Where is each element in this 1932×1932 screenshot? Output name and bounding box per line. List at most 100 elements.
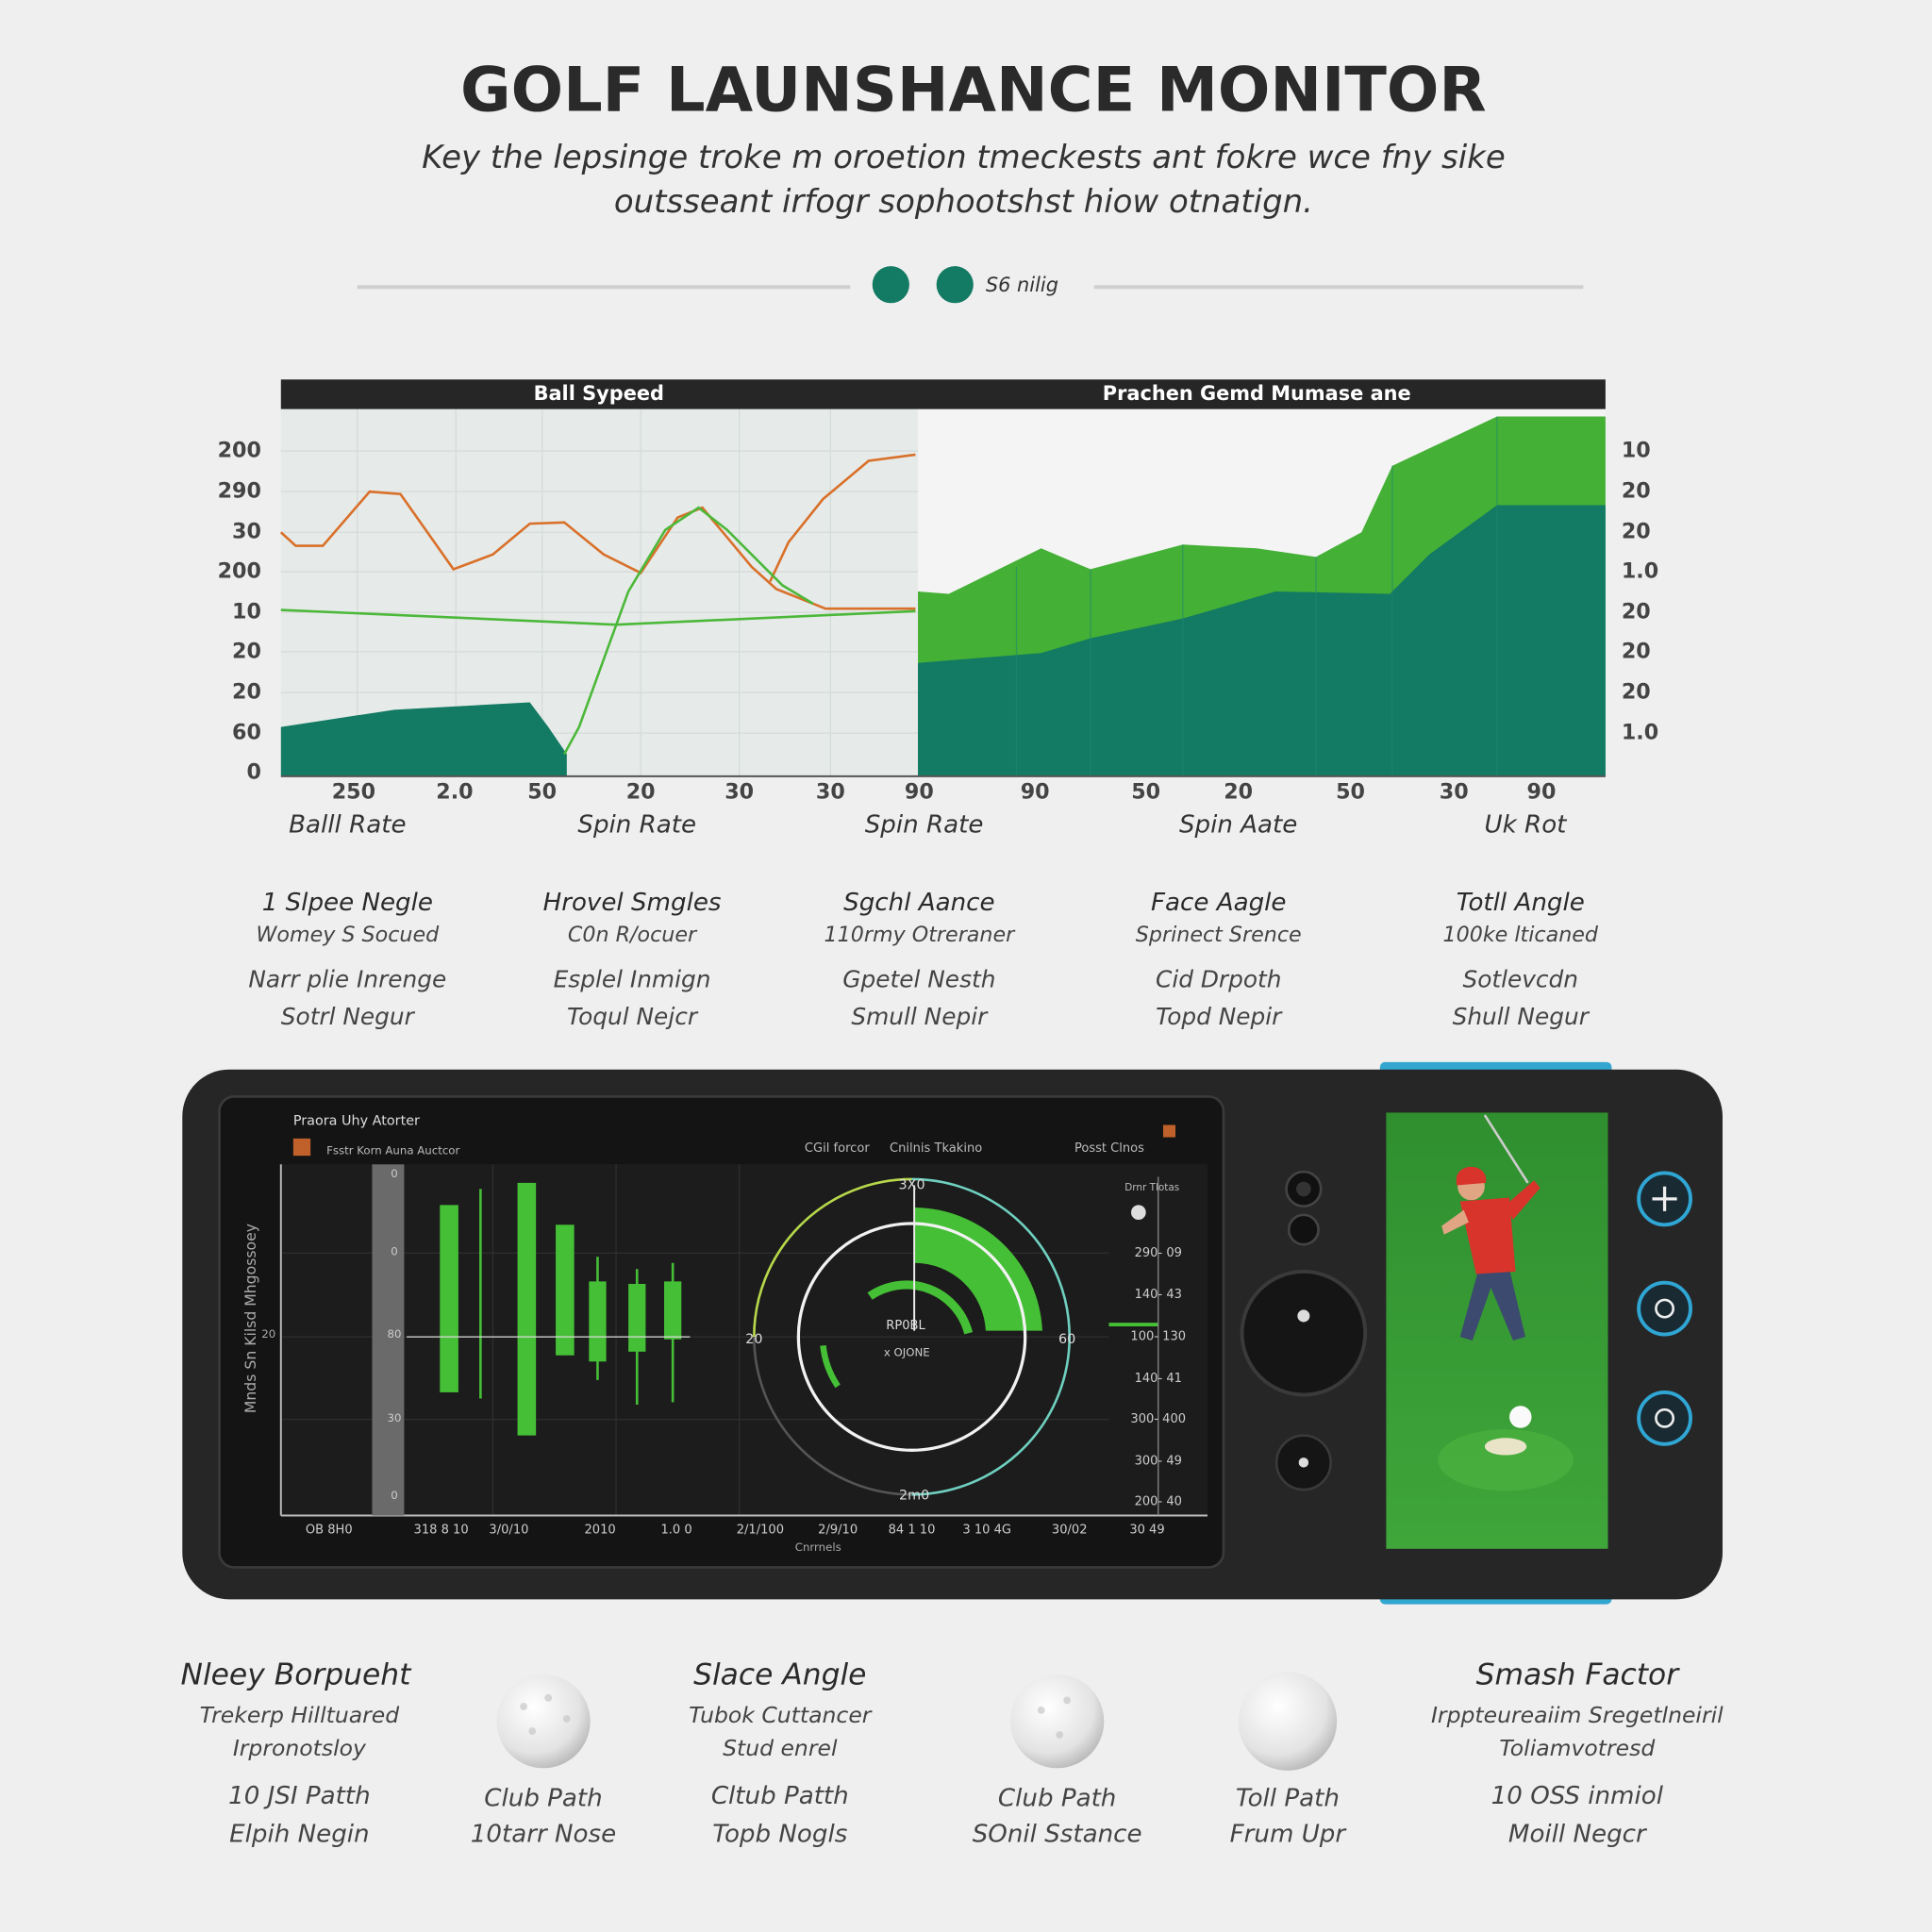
tick-label: 0	[391, 1489, 397, 1502]
screen-label: CGil forcor	[805, 1141, 870, 1156]
gauge-fill	[914, 1208, 1042, 1331]
feature-title: Smash Factor	[1476, 1657, 1681, 1691]
tick-label: 0	[391, 1245, 397, 1258]
metric-text: Topd Nepir	[1156, 1003, 1283, 1030]
metric-text: Shull Negur	[1453, 1003, 1591, 1030]
y-tick-label: 200	[218, 439, 261, 463]
metric-text: Sotrl Negur	[281, 1003, 416, 1030]
tick-label: 200- 40	[1135, 1495, 1182, 1509]
metric-text: Womey S Socued	[256, 923, 440, 947]
metric-text: Sotlevcdn	[1462, 966, 1578, 993]
metric-text: 110rmy Otreraner	[824, 923, 1016, 947]
tick-label: 2/9/10	[818, 1524, 858, 1538]
y-tick-label: 290	[218, 479, 261, 504]
y2-tick-label: 10	[1622, 439, 1651, 463]
screen-subtitle: Fsstr Korn Auna Auctcor	[326, 1143, 459, 1157]
feature-text: Moill Negcr	[1508, 1820, 1648, 1848]
feature-text: 10tarr Nose	[471, 1820, 616, 1848]
legend-label: S6 nilig	[986, 274, 1058, 296]
x-tick-label: 90	[1021, 779, 1050, 804]
top-chart	[279, 379, 1606, 777]
tick-label: 140- 43	[1135, 1288, 1182, 1302]
axis-label: Spin Rate	[865, 811, 984, 840]
feature-text: Stud enrel	[723, 1735, 838, 1761]
metric-text: Gpetel Nesth	[842, 966, 995, 993]
metric-text: 1 Slpee Negle	[262, 889, 433, 917]
y-tick-label: 10	[232, 600, 261, 625]
y2-tick-label: 20	[1622, 520, 1651, 544]
chart-title: Ball Sypeed	[534, 382, 664, 405]
y-tick-label: 30	[232, 520, 261, 544]
tick-label: OB 8H0	[306, 1524, 353, 1538]
icon	[1162, 1124, 1176, 1138]
tick-label: 300- 49	[1135, 1455, 1182, 1469]
tick-label: 20	[261, 1327, 275, 1341]
tick-label: 80	[387, 1327, 401, 1341]
feature-text: Elpih Negin	[229, 1820, 369, 1848]
metric-text: Totll Angle	[1457, 889, 1585, 917]
y2-tick-label: 20	[1622, 479, 1651, 504]
x-tick-label: 50	[1336, 779, 1365, 804]
gauge-text: x OJONE	[884, 1346, 930, 1359]
tick-label: 30 49	[1129, 1524, 1164, 1538]
line	[563, 506, 814, 755]
metric-text: Sgchl Aance	[843, 889, 994, 917]
axis-label: Spin Aate	[1179, 811, 1297, 840]
x-tick-label: 90	[1527, 779, 1557, 804]
tick-label: 318 8 10	[414, 1524, 469, 1538]
axis-label: Cnrrnels	[795, 1541, 841, 1554]
x-tick-label: 30	[1440, 779, 1469, 804]
area	[918, 505, 1606, 776]
x-tick-label: 2.0	[436, 779, 473, 804]
tick-label: 0	[391, 1167, 397, 1180]
golfer	[1441, 1114, 1541, 1341]
metric-text: Esplel Inmign	[554, 966, 711, 993]
x-tick-label: 20	[626, 779, 656, 804]
joystick[interactable]	[1240, 1269, 1368, 1397]
tick-label: 84 1 10	[889, 1524, 936, 1538]
x-tick-label: 50	[527, 779, 557, 804]
subtitle: Key the lepsinge troke m oroetion tmecke…	[422, 139, 1506, 176]
tick-label: 3/0/10	[489, 1524, 528, 1538]
button[interactable]	[1637, 1280, 1692, 1337]
gauge-label: 2m0	[899, 1489, 929, 1504]
metric-text: Toqul Nejcr	[567, 1003, 699, 1030]
tick-label: 1.0 0	[660, 1524, 691, 1538]
golf-ball	[496, 1674, 591, 1769]
x-tick-label: 90	[905, 779, 934, 804]
legend-dot	[872, 266, 909, 304]
feature-text: Tubok Cuttancer	[689, 1702, 873, 1728]
tick-label: 2010	[584, 1524, 615, 1538]
y2-tick-label: 20	[1622, 680, 1651, 705]
feature-text: Frum Upr	[1230, 1820, 1348, 1848]
line	[769, 453, 916, 583]
feature-text: Irpronotsloy	[233, 1735, 367, 1761]
axis-label: Uk Rot	[1485, 811, 1569, 840]
x-tick-label: 30	[816, 779, 845, 804]
metric-text: 100ke lticaned	[1442, 923, 1598, 947]
y-tick-label: 0	[246, 759, 260, 784]
line	[279, 490, 916, 610]
side-buttons	[1637, 1171, 1692, 1446]
x-tick-label: 250	[332, 779, 375, 804]
golf-ball	[1238, 1672, 1338, 1771]
feature-text: Club Path	[998, 1784, 1116, 1812]
y-tick-label: 20	[232, 639, 261, 663]
x-tick-label: 20	[1224, 779, 1253, 804]
area	[280, 702, 567, 776]
icon	[292, 1138, 311, 1157]
feature-text: Club Path	[484, 1784, 602, 1812]
button[interactable]	[1637, 1390, 1692, 1446]
scale-bar	[372, 1164, 405, 1516]
y-tick-label: 200	[218, 559, 261, 584]
tick-label: 100- 130	[1130, 1330, 1186, 1344]
device	[182, 1061, 1723, 1605]
y2-tick-label: 1.0	[1622, 721, 1658, 745]
metric-text: Cid Drpoth	[1156, 966, 1281, 993]
y-tick-label: 20	[232, 680, 261, 705]
x-tick-label: 30	[724, 779, 754, 804]
y2-tick-label: 1.0	[1622, 559, 1658, 584]
metric-text: Face Aagle	[1151, 889, 1287, 917]
metric-text: Sprinect Srence	[1136, 923, 1302, 947]
